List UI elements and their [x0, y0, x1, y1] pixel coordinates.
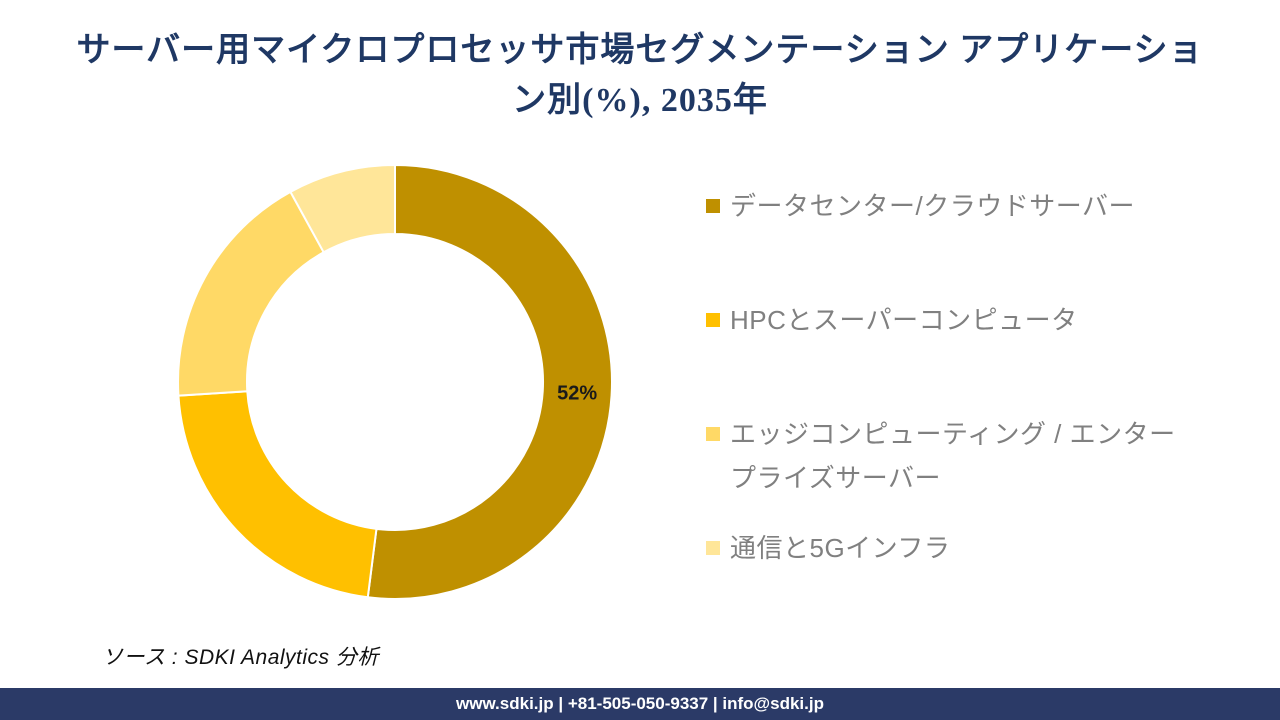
- legend-item-telecom-5g-infra: 通信と5Gインフラ: [706, 526, 950, 570]
- footer-contact-text: www.sdki.jp | +81-505-050-9337 | info@sd…: [456, 694, 824, 713]
- legend-swatch-icon: [706, 199, 720, 213]
- source-note: ソース : SDKI Analytics 分析: [102, 646, 379, 669]
- donut-slice-1: [177, 390, 378, 599]
- donut-chart: 52%: [177, 163, 613, 600]
- footer-bar: www.sdki.jp | +81-505-050-9337 | info@sd…: [0, 688, 1280, 720]
- legend-swatch-icon: [706, 541, 720, 555]
- legend-label: エッジコンピューティング / エンタープライズサーバー: [730, 419, 1176, 493]
- chart-title: サーバー用マイクロプロセッサ市場セグメンテーション アプリケーショ ン別(%),…: [0, 26, 1280, 126]
- legend-swatch-icon: [706, 313, 720, 327]
- donut-slice-3: [289, 163, 396, 254]
- legend-swatch-icon: [706, 427, 720, 441]
- donut-slice-0: [366, 163, 613, 600]
- slice-data-label: 52%: [557, 382, 597, 404]
- chart-title-line1: サーバー用マイクロプロセッサ市場セグメンテーション アプリケーショ: [76, 32, 1204, 69]
- legend-label: HPCとスーパーコンピュータ: [730, 305, 1078, 335]
- legend-label: データセンター/クラウドサーバー: [730, 191, 1135, 221]
- legend-item-datacenter-cloud-server: データセンター/クラウドサーバー: [706, 184, 1135, 228]
- legend-label: 通信と5Gインフラ: [730, 533, 951, 563]
- legend-item-edge-enterprise-server: エッジコンピューティング / エンタープライズサーバー: [706, 412, 1188, 500]
- legend-item-hpc-supercomputer: HPCとスーパーコンピュータ: [706, 298, 1078, 342]
- donut-slice-2: [177, 190, 326, 397]
- chart-title-line2: ン別(%), 2035年: [512, 82, 768, 119]
